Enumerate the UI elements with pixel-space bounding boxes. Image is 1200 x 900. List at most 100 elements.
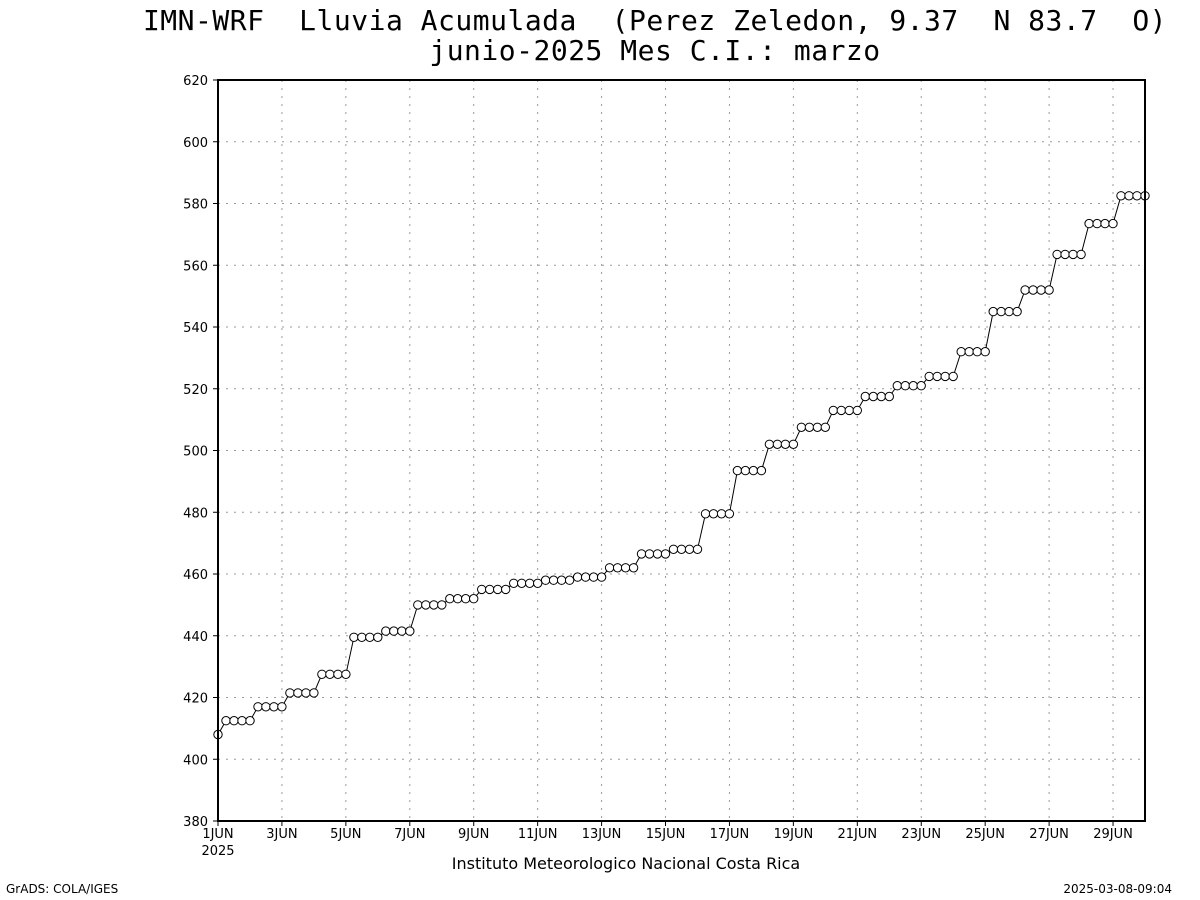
- data-point: [261, 702, 271, 712]
- data-point: [892, 381, 902, 391]
- y-tick-label: 400: [183, 753, 208, 768]
- data-point: [1084, 218, 1094, 229]
- data-point: [692, 544, 703, 554]
- data-point: [588, 572, 599, 582]
- data-point: [804, 422, 815, 432]
- x-tick-label: 1JUN: [202, 827, 233, 842]
- x-year-label: 2025: [201, 844, 234, 859]
- data-point: [948, 371, 958, 382]
- data-point: [724, 509, 735, 519]
- data-point: [756, 465, 767, 476]
- data-point: [309, 688, 319, 698]
- data-point: [636, 549, 647, 559]
- data-point: [1036, 285, 1046, 295]
- x-tick-label: 15JUN: [646, 827, 686, 842]
- data-point: [453, 594, 463, 604]
- data-point: [732, 465, 743, 476]
- data-point: [253, 702, 263, 712]
- timestamp: 2025-03-08-09:04: [1063, 882, 1172, 896]
- x-axis-label: Instituto Meteorologico Nacional Costa R…: [451, 854, 801, 873]
- data-point: [876, 391, 886, 402]
- x-tick-label: 7JUN: [394, 827, 425, 842]
- data-point: [1132, 191, 1142, 201]
- data-point: [764, 439, 775, 449]
- plot-frame: [217, 79, 1146, 822]
- data-point: [996, 306, 1006, 317]
- data-point: [980, 347, 990, 357]
- data-point: [716, 509, 727, 519]
- credit-grads: GrADS: COLA/IGES: [6, 882, 119, 896]
- data-point: [1012, 306, 1022, 317]
- data-point: [548, 575, 559, 585]
- y-tick-label: 620: [183, 74, 208, 89]
- data-point: [660, 549, 671, 559]
- x-tick-label: 3JUN: [266, 827, 297, 842]
- series-accumulated-rain: [213, 191, 1150, 740]
- data-point: [221, 716, 231, 726]
- data-point: [413, 600, 423, 610]
- data-point: [972, 347, 982, 357]
- data-point: [860, 391, 870, 402]
- data-point: [748, 465, 759, 476]
- data-point: [1076, 249, 1086, 260]
- y-tick-label: 420: [183, 692, 208, 707]
- data-point: [916, 381, 926, 391]
- data-point: [501, 584, 511, 595]
- data-point: [349, 632, 359, 642]
- x-tick-label: 17JUN: [710, 827, 750, 842]
- data-point: [509, 578, 519, 588]
- data-point: [533, 578, 543, 588]
- data-point: [1052, 249, 1062, 260]
- x-tick-label: 11JUN: [518, 827, 558, 842]
- data-point: [269, 702, 279, 712]
- y-tick-label: 560: [183, 259, 208, 274]
- data-point: [1116, 191, 1126, 201]
- data-point: [525, 578, 535, 588]
- data-point: [644, 549, 655, 559]
- data-point: [317, 669, 327, 679]
- data-point: [1068, 249, 1078, 260]
- data-point: [964, 347, 974, 357]
- data-point: [812, 422, 823, 432]
- data-point: [1028, 285, 1038, 295]
- data-point: [852, 405, 862, 416]
- data-point: [277, 702, 287, 712]
- data-point: [469, 594, 479, 604]
- data-point: [556, 575, 567, 585]
- chart-subtitle: junio-2025 Mes C.I.: marzo: [429, 34, 881, 67]
- data-point: [604, 563, 615, 573]
- x-axis: 1JUN 3JUN 5JUN 7JUN 9JUN 11JUN 13JUN 15JUN 17JUN…: [201, 821, 1133, 859]
- y-tick-label: 520: [183, 383, 208, 398]
- data-point: [445, 594, 455, 604]
- data-point: [788, 439, 799, 449]
- data-point: [612, 563, 623, 573]
- data-point: [229, 716, 239, 726]
- data-point: [1020, 285, 1030, 295]
- y-tick-label: 480: [183, 506, 208, 521]
- y-tick-label: 440: [183, 630, 208, 645]
- data-point: [437, 600, 447, 610]
- data-point: [708, 509, 719, 519]
- data-point: [461, 594, 471, 604]
- data-point: [1004, 306, 1014, 317]
- data-point: [596, 572, 607, 582]
- data-point: [389, 626, 399, 636]
- data-point: [932, 371, 942, 382]
- data-point: [836, 405, 846, 416]
- data-point: [620, 563, 631, 573]
- data-point: [580, 572, 591, 582]
- data-point: [900, 381, 910, 391]
- data-point: [1092, 218, 1102, 229]
- data-point: [940, 371, 950, 382]
- y-tick-label: 460: [183, 568, 208, 583]
- data-point: [828, 405, 838, 416]
- data-point: [365, 632, 375, 642]
- data-point: [780, 439, 791, 449]
- x-tick-label: 27JUN: [1029, 827, 1069, 842]
- gridlines: [218, 80, 1145, 821]
- data-point: [796, 422, 807, 432]
- data-point: [397, 626, 407, 636]
- data-point: [477, 584, 487, 595]
- data-point: [493, 584, 503, 595]
